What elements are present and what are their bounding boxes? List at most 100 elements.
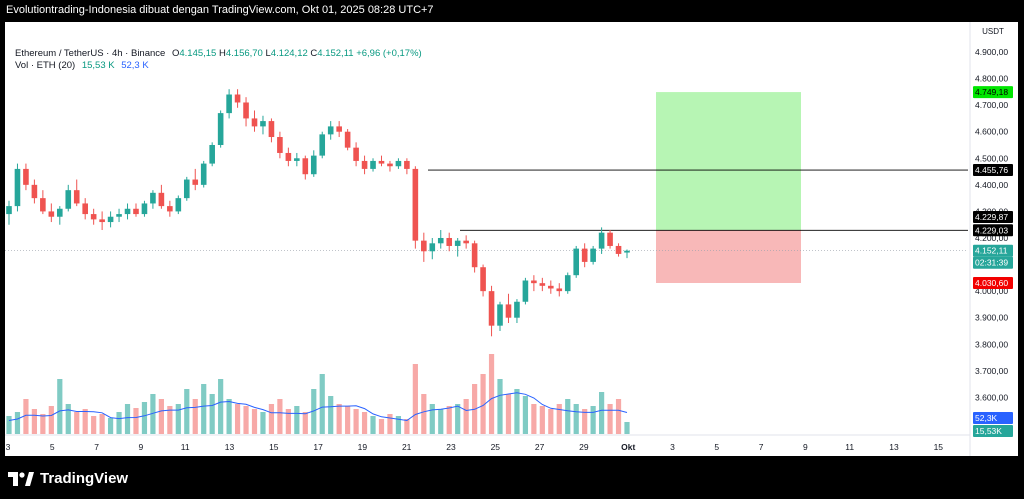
volume-bar <box>167 406 173 434</box>
volume-bar <box>615 399 622 434</box>
candle-body <box>488 291 495 326</box>
candle-body <box>336 126 342 132</box>
bottom-bar <box>0 456 1024 499</box>
candle-body <box>607 232 613 246</box>
volume-bar <box>531 404 537 434</box>
volume-bar <box>573 404 579 434</box>
candle-body <box>175 198 182 212</box>
volume-price-label-bg <box>973 425 1013 437</box>
volume-bar <box>175 404 181 434</box>
candle-body <box>99 219 105 223</box>
volume-bar <box>319 374 325 434</box>
candle-body <box>573 248 580 276</box>
volume-bar <box>107 418 114 434</box>
volume-bar <box>302 412 308 434</box>
candle-body <box>437 237 444 244</box>
candle-body <box>200 163 207 185</box>
target-zone <box>656 92 801 231</box>
volume-bar <box>74 412 80 434</box>
candle-body <box>6 206 12 215</box>
countdown-label: 02:31:39 <box>975 258 1008 268</box>
volume-bar <box>133 408 139 434</box>
price-tick-label: 4.700,00 <box>975 100 1008 110</box>
volume-bar <box>251 409 258 434</box>
candle-body <box>531 280 537 284</box>
volume-bar <box>607 404 613 434</box>
candle-body <box>268 121 275 138</box>
volume-bar <box>91 416 97 434</box>
candle-body <box>23 168 29 185</box>
top-bar: Evolutiontrading-Indonesia dibuat dengan… <box>0 0 1024 22</box>
stop-price-label: 4.030,60 <box>975 278 1008 288</box>
time-tick-label: 21 <box>402 442 412 452</box>
volume-bar <box>624 422 630 434</box>
volume-bar <box>463 399 469 434</box>
candle-body <box>56 208 63 217</box>
candle-body <box>73 190 80 204</box>
candle-body <box>421 240 427 252</box>
volume-bar <box>395 416 402 434</box>
chart-header-title: Evolutiontrading-Indonesia dibuat dengan… <box>6 4 434 16</box>
currency-label: USDT <box>982 27 1004 36</box>
high-label: H <box>218 48 226 59</box>
volume-bar <box>378 419 385 434</box>
tradingview-logo[interactable]: TradingView <box>8 470 128 487</box>
candle-body <box>14 168 21 207</box>
change-value: +6,96 (+0,17%) <box>356 48 422 59</box>
volume-bar <box>218 379 224 434</box>
price-tick-label: 3.900,00 <box>975 313 1008 323</box>
candle-body <box>505 304 512 318</box>
volume-bar <box>82 409 88 434</box>
time-tick-label: 25 <box>491 442 501 452</box>
volume-bar <box>141 402 148 434</box>
volume-bar <box>116 412 122 434</box>
level-b-price-label: 4.229,03 <box>975 225 1008 235</box>
volume-bar <box>268 404 275 434</box>
chart-frame[interactable]: USDT 4.900,00 4.800,00 4.700,00 4.600,00 4.50… <box>5 22 1018 456</box>
last-price-label: 4.152,11 <box>975 246 1008 256</box>
target-price-label-bg <box>973 86 1013 99</box>
time-tick-label: 13 <box>889 442 899 452</box>
volume-bar <box>31 409 37 434</box>
level-a-price-label-bg <box>973 211 1013 224</box>
time-tick-label: 3 <box>6 442 11 452</box>
time-tick-label: 5 <box>50 442 55 452</box>
level-a-price-label: 4.229,87 <box>975 212 1008 222</box>
volume-bar <box>184 389 190 434</box>
candle-body <box>107 216 114 223</box>
time-tick-label: 27 <box>535 442 545 452</box>
volume-ma-price-label: 52,3K <box>975 413 998 423</box>
volume-bar <box>40 414 46 434</box>
target-price-label: 4.749,18 <box>975 87 1008 97</box>
time-tick-label: 23 <box>446 442 456 452</box>
candle-body <box>446 237 453 246</box>
volume-bar <box>243 406 249 434</box>
time-tick-label: Okt <box>621 442 635 452</box>
candle-body <box>361 160 368 169</box>
candle-body <box>141 203 148 215</box>
volume-price-label: 15,53K <box>975 426 1002 436</box>
price-tick-label: 4.800,00 <box>975 74 1008 84</box>
volume-bar <box>124 404 131 434</box>
close-value: 4.152,11 <box>317 48 354 59</box>
volume-bar <box>565 399 571 434</box>
volume-legend: Vol · ETH (20) 15,53 K 52,3 K <box>15 60 149 71</box>
volume-bar <box>497 379 503 434</box>
price-chart[interactable]: USDT 4.900,00 4.800,00 4.700,00 4.600,00 4.50… <box>5 22 1018 456</box>
volume-bar <box>556 404 562 434</box>
volume-bar <box>158 399 164 434</box>
volume-bar <box>294 406 300 434</box>
volume-bar <box>404 419 410 434</box>
time-tick-label: 15 <box>934 442 944 452</box>
candle-body <box>412 168 419 241</box>
time-tick-label: 3 <box>670 442 675 452</box>
candle-body <box>522 280 529 302</box>
high-value: 4.156,70 <box>225 48 263 59</box>
volume-ma-line <box>8 392 628 422</box>
resistance-price-label: 4.455,76 <box>975 165 1008 175</box>
stop-price-label-bg <box>973 276 1013 289</box>
resistance-price-label-bg <box>973 164 1013 177</box>
candle-body <box>294 158 300 161</box>
volume-label: Vol · ETH (20) <box>15 60 76 71</box>
volume-bar <box>65 404 71 434</box>
